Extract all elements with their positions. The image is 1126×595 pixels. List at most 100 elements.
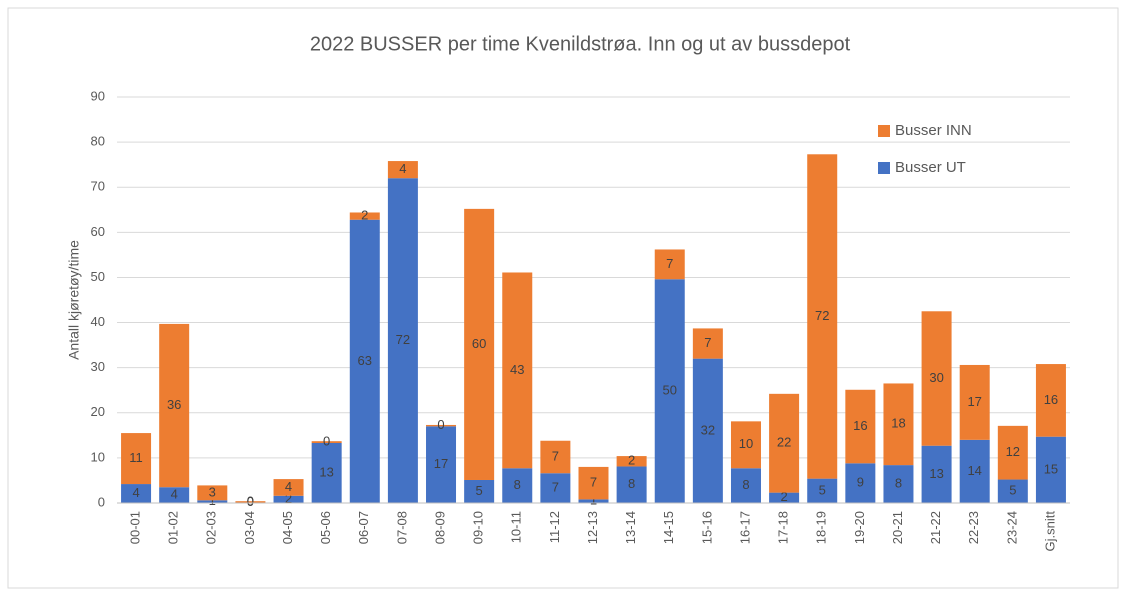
x-tick-label: 21-22 <box>928 511 943 544</box>
data-label: 30 <box>929 370 943 385</box>
data-label: 7 <box>590 475 597 490</box>
y-tick-label: 10 <box>91 449 105 464</box>
data-label: 7 <box>552 448 559 463</box>
bar-segment <box>730 468 761 503</box>
bar-segment <box>197 500 228 503</box>
y-tick-label: 70 <box>91 179 105 194</box>
bar-segment <box>159 323 190 488</box>
data-label: 22 <box>777 435 791 450</box>
data-label: 11 <box>129 450 143 465</box>
data-label: 4 <box>171 487 178 502</box>
bar-segment <box>464 208 495 480</box>
data-label: 43 <box>510 362 524 377</box>
x-tick-label: 23-24 <box>1004 511 1019 544</box>
x-tick-label: 05-06 <box>318 511 333 544</box>
bar-segment <box>387 178 418 503</box>
bar-segment <box>959 364 990 440</box>
y-tick-label: 0 <box>98 494 105 509</box>
data-label: 50 <box>663 383 677 398</box>
data-label: 16 <box>853 418 867 433</box>
x-tick-label: 18-19 <box>814 511 829 544</box>
bar-segment <box>273 495 304 503</box>
bar-segment <box>997 425 1028 480</box>
bar-segment <box>1035 364 1066 437</box>
x-tick-label: 22-23 <box>966 511 981 544</box>
x-tick-label: 19-20 <box>852 511 867 544</box>
bar-segment <box>692 328 723 359</box>
bar-segment <box>807 478 838 503</box>
bar-segment <box>616 456 647 467</box>
data-label: 14 <box>967 463 981 478</box>
bar-segment <box>426 424 457 427</box>
y-tick-label: 20 <box>91 404 105 419</box>
data-label: 16 <box>1044 392 1058 407</box>
bar-segment <box>426 426 457 503</box>
bar-segment <box>159 487 190 503</box>
bar-segment <box>540 473 571 503</box>
x-tick-label: 12-13 <box>585 511 600 544</box>
data-label: 13 <box>319 464 333 479</box>
bar-segment <box>692 358 723 503</box>
legend-swatch <box>878 162 890 174</box>
data-label: 36 <box>167 397 181 412</box>
data-label: 18 <box>891 416 905 431</box>
bar-segment <box>921 445 952 503</box>
bar-segment <box>502 272 533 469</box>
y-tick-label: 30 <box>91 359 105 374</box>
bar-segment <box>845 463 876 503</box>
x-tick-label: 16-17 <box>737 511 752 544</box>
data-label: 2 <box>285 491 292 506</box>
data-label: 7 <box>552 480 559 495</box>
x-tick-label: 13-14 <box>623 511 638 544</box>
data-label: 63 <box>358 353 372 368</box>
bar-segment <box>769 393 800 493</box>
y-axis-label: Antall kjøretøy/time <box>66 240 82 360</box>
x-tick-label: 11-12 <box>547 511 562 543</box>
data-label: 0 <box>323 434 330 449</box>
bar-segment <box>578 499 609 503</box>
data-label: 72 <box>815 308 829 323</box>
data-label: 0 <box>437 417 444 432</box>
x-tick-label: 07-08 <box>394 511 409 544</box>
bar-segment <box>959 439 990 503</box>
legend-label: Busser INN <box>895 122 972 139</box>
data-label: 2 <box>628 453 635 468</box>
data-label: 5 <box>476 483 483 498</box>
bar-segment <box>197 485 228 501</box>
x-tick-label: 03-04 <box>242 511 257 544</box>
data-label: 5 <box>1009 483 1016 498</box>
data-label: 13 <box>929 466 943 481</box>
bar-segment <box>311 441 342 444</box>
data-label: 12 <box>1006 444 1020 459</box>
legend-label: Busser UT <box>895 159 966 176</box>
bar-segment <box>654 279 685 503</box>
x-tick-label: 09-10 <box>471 511 486 544</box>
data-label: 8 <box>895 475 902 490</box>
bar-segment <box>845 389 876 464</box>
bar-segment <box>807 154 838 479</box>
data-label: 1 <box>209 493 216 508</box>
data-label: 2 <box>361 208 368 223</box>
x-tick-label: 00-01 <box>127 511 142 544</box>
data-label: 8 <box>742 477 749 492</box>
data-label: 4 <box>132 485 139 500</box>
bar-segment <box>769 492 800 503</box>
legend-swatch <box>878 125 890 137</box>
y-tick-label: 50 <box>91 269 105 284</box>
data-label: 10 <box>739 436 753 451</box>
x-tick-label: 20-21 <box>890 511 905 544</box>
y-tick-label: 40 <box>91 314 105 329</box>
data-label: 7 <box>666 256 673 271</box>
data-label: 4 <box>399 161 406 176</box>
y-tick-label: 90 <box>91 88 105 103</box>
data-label: 60 <box>472 336 486 351</box>
data-label: 8 <box>628 476 635 491</box>
bar-segment <box>1035 436 1066 503</box>
y-tick-label: 60 <box>91 224 105 239</box>
y-tick-label: 80 <box>91 134 105 149</box>
x-tick-label: Gj.snitt <box>1042 511 1057 552</box>
bar-segment <box>311 443 342 503</box>
bar-segment <box>273 479 304 496</box>
data-label: 9 <box>857 475 864 490</box>
bar-segment <box>883 465 914 503</box>
